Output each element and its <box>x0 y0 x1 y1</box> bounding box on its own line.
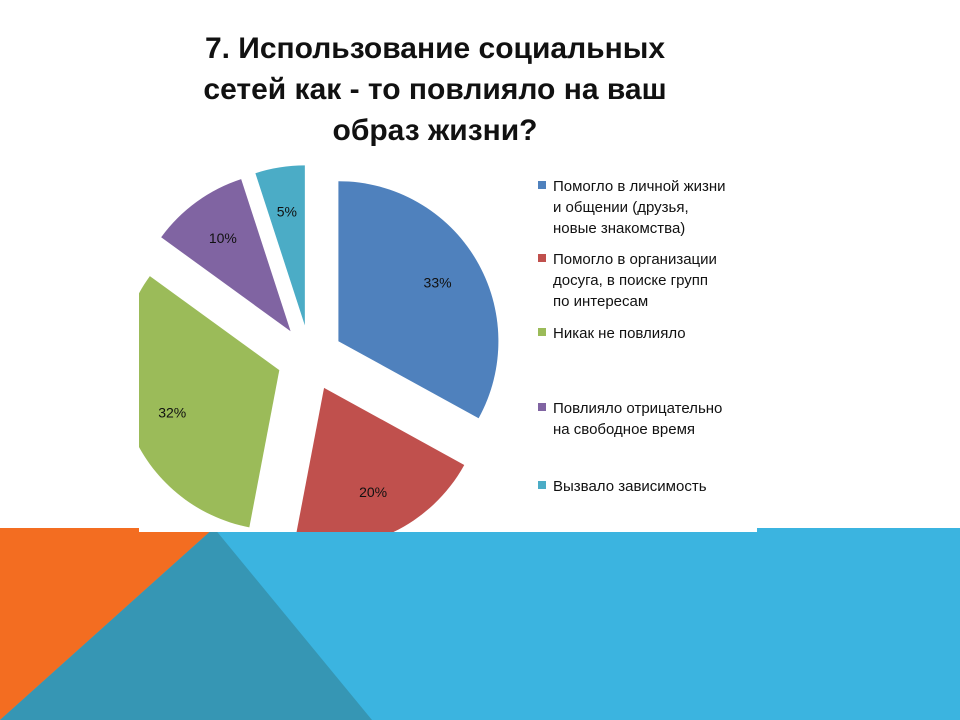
legend-swatch-2 <box>538 254 546 262</box>
pie-slice-4 <box>161 179 291 332</box>
legend-item: Помогло в организации досуга, в поиске г… <box>538 249 763 312</box>
legend-item: Помогло в личной жизни и общении (друзья… <box>538 176 763 239</box>
slide-title: 7. Использование социальных сетей как - … <box>150 28 720 151</box>
legend-label: Повлияло отрицательно на свободное время <box>553 398 763 440</box>
legend-line: Вызвало зависимость <box>553 478 707 495</box>
legend-label: Вызвало зависимость <box>553 476 763 497</box>
legend-line: Помогло в личной жизни <box>553 178 726 195</box>
legend-line: досуга, в поиске групп <box>553 272 709 289</box>
legend-swatch-1 <box>538 181 546 189</box>
legend-line: на свободное время <box>553 421 696 438</box>
legend-line: Повлияло отрицательно <box>553 400 723 417</box>
legend-line: по интересам <box>553 293 649 310</box>
pie-chart: 33% 20% 32% 10% 5% <box>139 165 499 532</box>
teal-triangle <box>0 528 372 720</box>
legend-line: и общении (друзья, <box>553 199 689 216</box>
pie-data-label-5: 5% <box>277 204 297 220</box>
pie-data-label-2: 20% <box>359 484 387 500</box>
legend-label: Никак не повлияло <box>553 323 763 344</box>
legend-swatch-4 <box>538 403 546 411</box>
pie-data-label-3: 32% <box>158 405 186 421</box>
legend-swatch-3 <box>538 328 546 336</box>
legend-line: Никак не повлияло <box>553 325 686 342</box>
legend-label: Помогло в организации досуга, в поиске г… <box>553 249 763 312</box>
pie-slice-1 <box>338 181 499 419</box>
legend-item: Никак не повлияло <box>538 323 763 344</box>
title-line: сетей как - то повлияло на ваш <box>203 73 667 106</box>
legend-item: Повлияло отрицательно на свободное время <box>538 398 763 440</box>
legend-line: Помогло в организации <box>553 251 717 268</box>
pie-data-label-4: 10% <box>209 230 237 246</box>
chart-panel: 33% 20% 32% 10% 5% <box>139 160 757 532</box>
title-line: 7. Использование социальных <box>204 32 666 65</box>
pie-data-label-1: 33% <box>424 275 452 291</box>
legend-line: новые знакомства) <box>553 220 686 237</box>
pie-slice-2 <box>296 387 465 532</box>
pie-slice-3 <box>139 276 280 528</box>
pie-slice-5 <box>255 165 305 326</box>
legend-item: Вызвало зависимость <box>538 476 763 497</box>
title-line: образ жизни? <box>332 114 538 147</box>
legend-swatch-5 <box>538 481 546 489</box>
legend-label: Помогло в личной жизни и общении (друзья… <box>553 176 763 239</box>
